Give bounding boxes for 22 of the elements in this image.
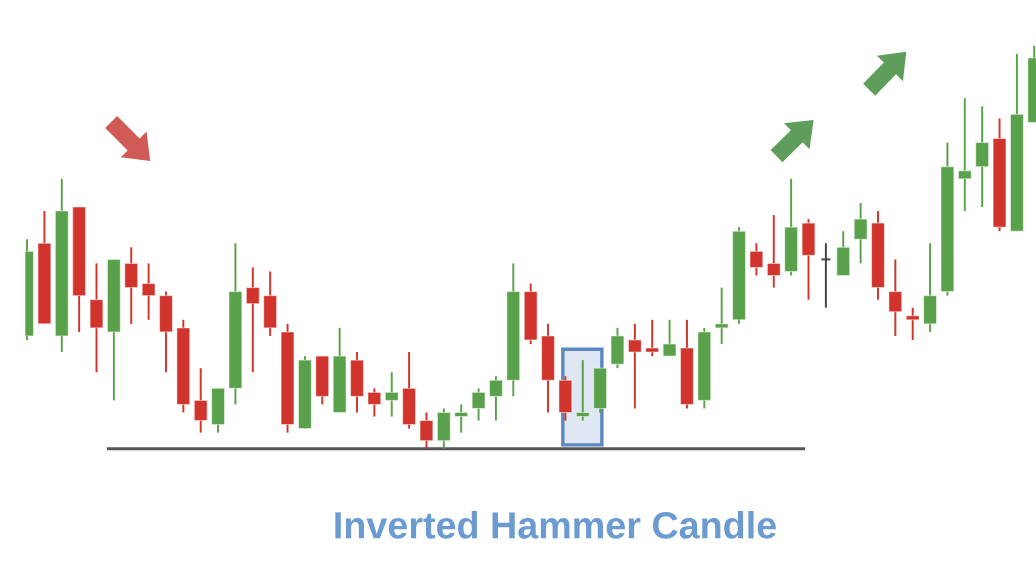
candlestick: [715, 286, 729, 346]
candlestick: [194, 367, 208, 434]
candlestick: [906, 306, 920, 342]
candlestick: [628, 323, 642, 410]
candlestick: [471, 387, 486, 422]
candlestick: [489, 375, 503, 422]
candlestick: [367, 387, 382, 418]
text: Inverted Hammer Candle: [335, 511, 776, 539]
candlestick: [958, 97, 972, 213]
candlestick: [749, 242, 764, 277]
candlestick: [888, 258, 903, 338]
candlestick: [246, 266, 260, 374]
candlestick: [853, 202, 868, 265]
candlestick: [767, 214, 781, 289]
candlestick: [645, 319, 659, 358]
candlestick: [385, 371, 399, 418]
candlestick: [576, 359, 590, 422]
candlestick: [419, 411, 434, 450]
candlestick: [141, 262, 156, 321]
candlestick: [820, 242, 832, 309]
candlestick: [454, 403, 468, 434]
candlestick: [662, 319, 677, 358]
